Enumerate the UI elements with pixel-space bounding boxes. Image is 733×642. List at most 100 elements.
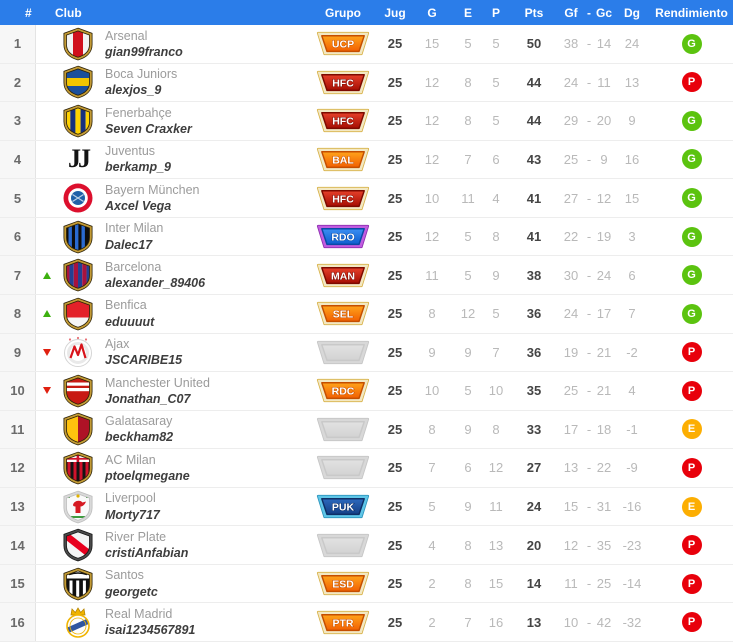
dg-value: 15	[624, 190, 640, 206]
jug-value: 25	[387, 421, 403, 437]
group-badge[interactable]: PUK	[306, 488, 380, 526]
table-row[interactable]: 9 Ajax JSCARIBE15 25 9 9 7 36 19 - 21 -2…	[0, 333, 733, 373]
group-badge[interactable]	[306, 449, 380, 487]
club-cell: Bayern München Axcel Vega	[36, 179, 306, 217]
table-row[interactable]: 3 Fenerbahçe Seven Craxker HFC 25 12 8 5…	[0, 102, 733, 141]
group-badge[interactable]: BAL	[306, 141, 380, 179]
performance-badge: P	[681, 457, 702, 478]
g-value: 4	[428, 537, 436, 553]
performance-badge: G	[681, 188, 702, 209]
header-jug: Jug	[384, 5, 406, 20]
table-row[interactable]: 11 Galatasaray beckham82 25 8 9 8 33 17 …	[0, 410, 733, 450]
jug-value: 25	[387, 344, 403, 360]
group-badge[interactable]: ESD	[306, 565, 380, 603]
table-row[interactable]: 7 Barcelona alexander_89406 MAN 25 11 5 …	[0, 256, 733, 295]
header-goals-against: Gc	[595, 5, 612, 20]
group-badge[interactable]: HFC	[306, 179, 380, 217]
position: 2	[13, 74, 22, 90]
position-cell: 8	[0, 294, 36, 333]
club-crest-icon	[58, 605, 98, 639]
club-crest-icon	[58, 181, 98, 215]
jug-value: 25	[387, 383, 403, 399]
table-row[interactable]: 5 Bayern München Axcel Vega HFC 25 10 11…	[0, 179, 733, 218]
e-value: 7	[464, 614, 472, 630]
p-value: 7	[492, 344, 500, 360]
dg-value: -2	[626, 344, 638, 360]
pts-value: 13	[526, 614, 542, 630]
position: 13	[10, 499, 25, 515]
jug-value: 25	[387, 74, 403, 90]
position: 3	[13, 113, 22, 129]
g-value: 8	[428, 421, 436, 437]
jug-value: 25	[387, 614, 403, 630]
table-row[interactable]: 15 Santos georgetc ESD 25 2 8 15 14 11 -…	[0, 564, 733, 604]
group-badge[interactable]	[306, 334, 380, 372]
g-value: 11	[425, 267, 439, 283]
pts-value: 43	[526, 151, 542, 167]
gc-value: 35	[596, 537, 612, 553]
position-cell: 7	[0, 256, 36, 294]
performance-badge: G	[681, 226, 702, 247]
svg-text:HFC: HFC	[332, 77, 354, 89]
group-badge[interactable]	[306, 411, 380, 449]
club-cell: Barcelona alexander_89406	[36, 256, 306, 294]
table-row[interactable]: 1 Arsenal gian99franco UCP 25 15 5 5 50 …	[0, 25, 733, 64]
svg-text:HFC: HFC	[332, 193, 354, 205]
username: JSCARIBE15	[105, 353, 183, 368]
username: eduuuut	[105, 314, 155, 329]
club-crest-icon	[58, 412, 98, 446]
p-value: 12	[488, 460, 504, 476]
position-cell: 12	[0, 449, 36, 487]
jug-value: 25	[387, 151, 403, 167]
group-badge[interactable]: UCP	[306, 25, 380, 63]
club-crest-icon	[58, 335, 98, 369]
table-row[interactable]: 13 Liverpool Morty717 PUK 25 5 9 11 24 1…	[0, 487, 733, 527]
group-badge[interactable]: HFC	[306, 64, 380, 102]
header-losses: P	[491, 5, 500, 20]
pts-value: 44	[526, 113, 542, 129]
gf-value: 25	[563, 151, 579, 167]
position-cell: 14	[0, 526, 36, 564]
table-row[interactable]: 6 Inter Milan Dalec17 RDO 25 12 5 8 41 2…	[0, 217, 733, 257]
group-badge[interactable]: MAN	[306, 256, 380, 294]
table-row[interactable]: 12 AC Milan ptoelqmegane 25 7 6 12 27 13…	[0, 449, 733, 488]
username: Morty717	[105, 507, 160, 522]
dash: -	[586, 229, 592, 245]
performance-badge: P	[681, 612, 702, 633]
position: 14	[10, 537, 25, 553]
p-value: 5	[492, 306, 500, 322]
gc-value: 42	[596, 614, 612, 630]
position-cell: 4	[0, 140, 36, 179]
position-cell: 13	[0, 487, 36, 526]
header-goals-for: Gf	[564, 5, 578, 20]
table-row[interactable]: 14 River Plate cristiAnfabian 25 4 8 13 …	[0, 526, 733, 565]
performance-badge: G	[681, 110, 702, 131]
g-value: 12	[424, 113, 440, 129]
username: gian99franco	[105, 44, 183, 59]
username: georgetc	[105, 584, 158, 599]
table-row[interactable]: 16 Real Madrid isai1234567891 PTR 25 2 7…	[0, 603, 733, 642]
club-name: Ajax	[105, 337, 130, 352]
group-badge[interactable]: PTR	[306, 603, 380, 641]
table-row[interactable]: 8 Benfica eduuuut SEL 25 8 12 5 36 24 - …	[0, 294, 733, 334]
group-badge[interactable]: HFC	[306, 102, 380, 140]
performance-badge: P	[681, 573, 702, 594]
group-badge[interactable]: SEL	[306, 295, 380, 333]
username: alexander_89406	[105, 276, 206, 291]
jug-value: 25	[387, 306, 403, 322]
group-badge[interactable]: RDC	[306, 372, 380, 410]
svg-text:PTR: PTR	[333, 617, 354, 629]
dg-value: 9	[628, 113, 636, 129]
club-name: Santos	[105, 568, 144, 583]
username: ptoelqmegane	[105, 468, 190, 483]
table-row[interactable]: 2 Boca Juniors alexjos_9 HFC 25 12 8 5 4…	[0, 63, 733, 103]
dg-value: 3	[628, 229, 636, 245]
group-badge[interactable]: RDO	[306, 218, 380, 256]
dash: -	[586, 113, 592, 129]
dg-value: 24	[624, 36, 640, 52]
e-value: 9	[464, 499, 472, 515]
club-name: River Plate	[105, 529, 167, 544]
table-row[interactable]: 10 Manchester United Jonathan_C07 RDC 25…	[0, 372, 733, 411]
group-badge[interactable]	[306, 526, 380, 564]
table-row[interactable]: 4 JJ Juventus berkamp_9 BAL 25 12 7 6 43…	[0, 140, 733, 180]
